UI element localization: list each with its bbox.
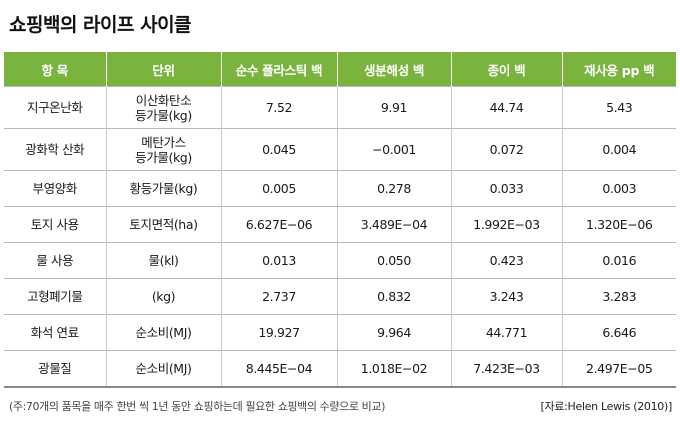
table-row: 광물질 순소비(MJ) 8.445E−04 1.018E−02 7.423E−03 2.4… [4,350,676,388]
pure-plastic-value-cell: 7.52 [220,86,337,129]
pure-plastic-value-cell: 6.627E−06 [220,206,337,243]
unit-cell: 메탄가스 등가물(kg) [105,128,221,171]
paper-value-cell: 0.072 [450,128,562,171]
biodegradable-value-cell: 0.050 [336,242,451,279]
pure-plastic-value-cell: 0.045 [220,128,337,171]
biodegradable-value-cell: 9.91 [336,86,451,129]
header-paper-bag: 종이 백 [450,52,562,87]
item-name-cell: 토지 사용 [4,206,106,243]
header-unit: 단위 [105,52,221,87]
page-title: 쇼핑백의 라이프 사이클 [9,14,192,36]
table-row: 부영양화 황등가물(kg) 0.005 0.278 0.033 0.003 [4,170,676,207]
biodegradable-value-cell: 9.964 [336,314,451,351]
reusable-pp-value-cell: 1.320E−06 [561,206,676,243]
table-row: 토지 사용 토지면적(ha) 6.627E−06 3.489E−04 1.992E−03… [4,206,676,243]
header-reusable-pp-bag: 재사용 pp 백 [561,52,676,87]
item-name-cell: 부영양화 [4,170,106,207]
reusable-pp-value-cell: 0.016 [561,242,676,279]
unit-cell: 토지면적(ha) [105,206,221,243]
biodegradable-value-cell: 0.278 [336,170,451,207]
footnote: (주:70개의 품목을 매주 한번 씩 1년 동안 쇼핑하는데 필요한 쇼핑백의… [9,400,385,413]
pure-plastic-value-cell: 19.927 [220,314,337,351]
unit-cell: 이산화탄소 등가물(kg) [105,86,221,129]
pure-plastic-value-cell: 0.005 [220,170,337,207]
source-credit: [자료:Helen Lewis (2010)] [540,400,672,413]
header-item: 항 목 [4,52,106,87]
header-biodegradable-bag: 생분해성 백 [336,52,451,87]
reusable-pp-value-cell: 2.497E−05 [561,350,676,388]
pure-plastic-value-cell: 2.737 [220,278,337,315]
paper-value-cell: 44.74 [450,86,562,129]
lifecycle-table: 항 목 단위 순수 플라스틱 백 생분해성 백 종이 백 재사용 pp 백 지구… [4,52,676,388]
item-name-cell: 물 사용 [4,242,106,279]
unit-cell: 순소비(MJ) [105,350,221,388]
table-row: 화석 연료 순소비(MJ) 19.927 9.964 44.771 6.646 [4,314,676,351]
reusable-pp-value-cell: 6.646 [561,314,676,351]
biodegradable-value-cell: 0.832 [336,278,451,315]
unit-cell: 물(kl) [105,242,221,279]
paper-value-cell: 3.243 [450,278,562,315]
header-pure-plastic-bag: 순수 플라스틱 백 [220,52,337,87]
item-name-cell: 광물질 [4,350,106,388]
paper-value-cell: 7.423E−03 [450,350,562,388]
pure-plastic-value-cell: 0.013 [220,242,337,279]
item-name-cell: 광화학 산화 [4,128,106,171]
reusable-pp-value-cell: 0.004 [561,128,676,171]
unit-cell: (kg) [105,278,221,315]
table-row: 물 사용 물(kl) 0.013 0.050 0.423 0.016 [4,242,676,279]
pure-plastic-value-cell: 8.445E−04 [220,350,337,388]
reusable-pp-value-cell: 0.003 [561,170,676,207]
table-row: 고형폐기물 (kg) 2.737 0.832 3.243 3.283 [4,278,676,315]
paper-value-cell: 0.033 [450,170,562,207]
biodegradable-value-cell: 3.489E−04 [336,206,451,243]
paper-value-cell: 0.423 [450,242,562,279]
item-name-cell: 지구온난화 [4,86,106,129]
biodegradable-value-cell: 1.018E−02 [336,350,451,388]
unit-cell: 황등가물(kg) [105,170,221,207]
reusable-pp-value-cell: 5.43 [561,86,676,129]
paper-value-cell: 1.992E−03 [450,206,562,243]
table-row: 지구온난화 이산화탄소 등가물(kg) 7.52 9.91 44.74 5.43 [4,86,676,129]
item-name-cell: 화석 연료 [4,314,106,351]
paper-value-cell: 44.771 [450,314,562,351]
table-header-row: 항 목 단위 순수 플라스틱 백 생분해성 백 종이 백 재사용 pp 백 [4,52,676,87]
reusable-pp-value-cell: 3.283 [561,278,676,315]
table-row: 광화학 산화 메탄가스 등가물(kg) 0.045 −0.001 0.072 0.004 [4,128,676,171]
biodegradable-value-cell: −0.001 [336,128,451,171]
unit-cell: 순소비(MJ) [105,314,221,351]
item-name-cell: 고형폐기물 [4,278,106,315]
